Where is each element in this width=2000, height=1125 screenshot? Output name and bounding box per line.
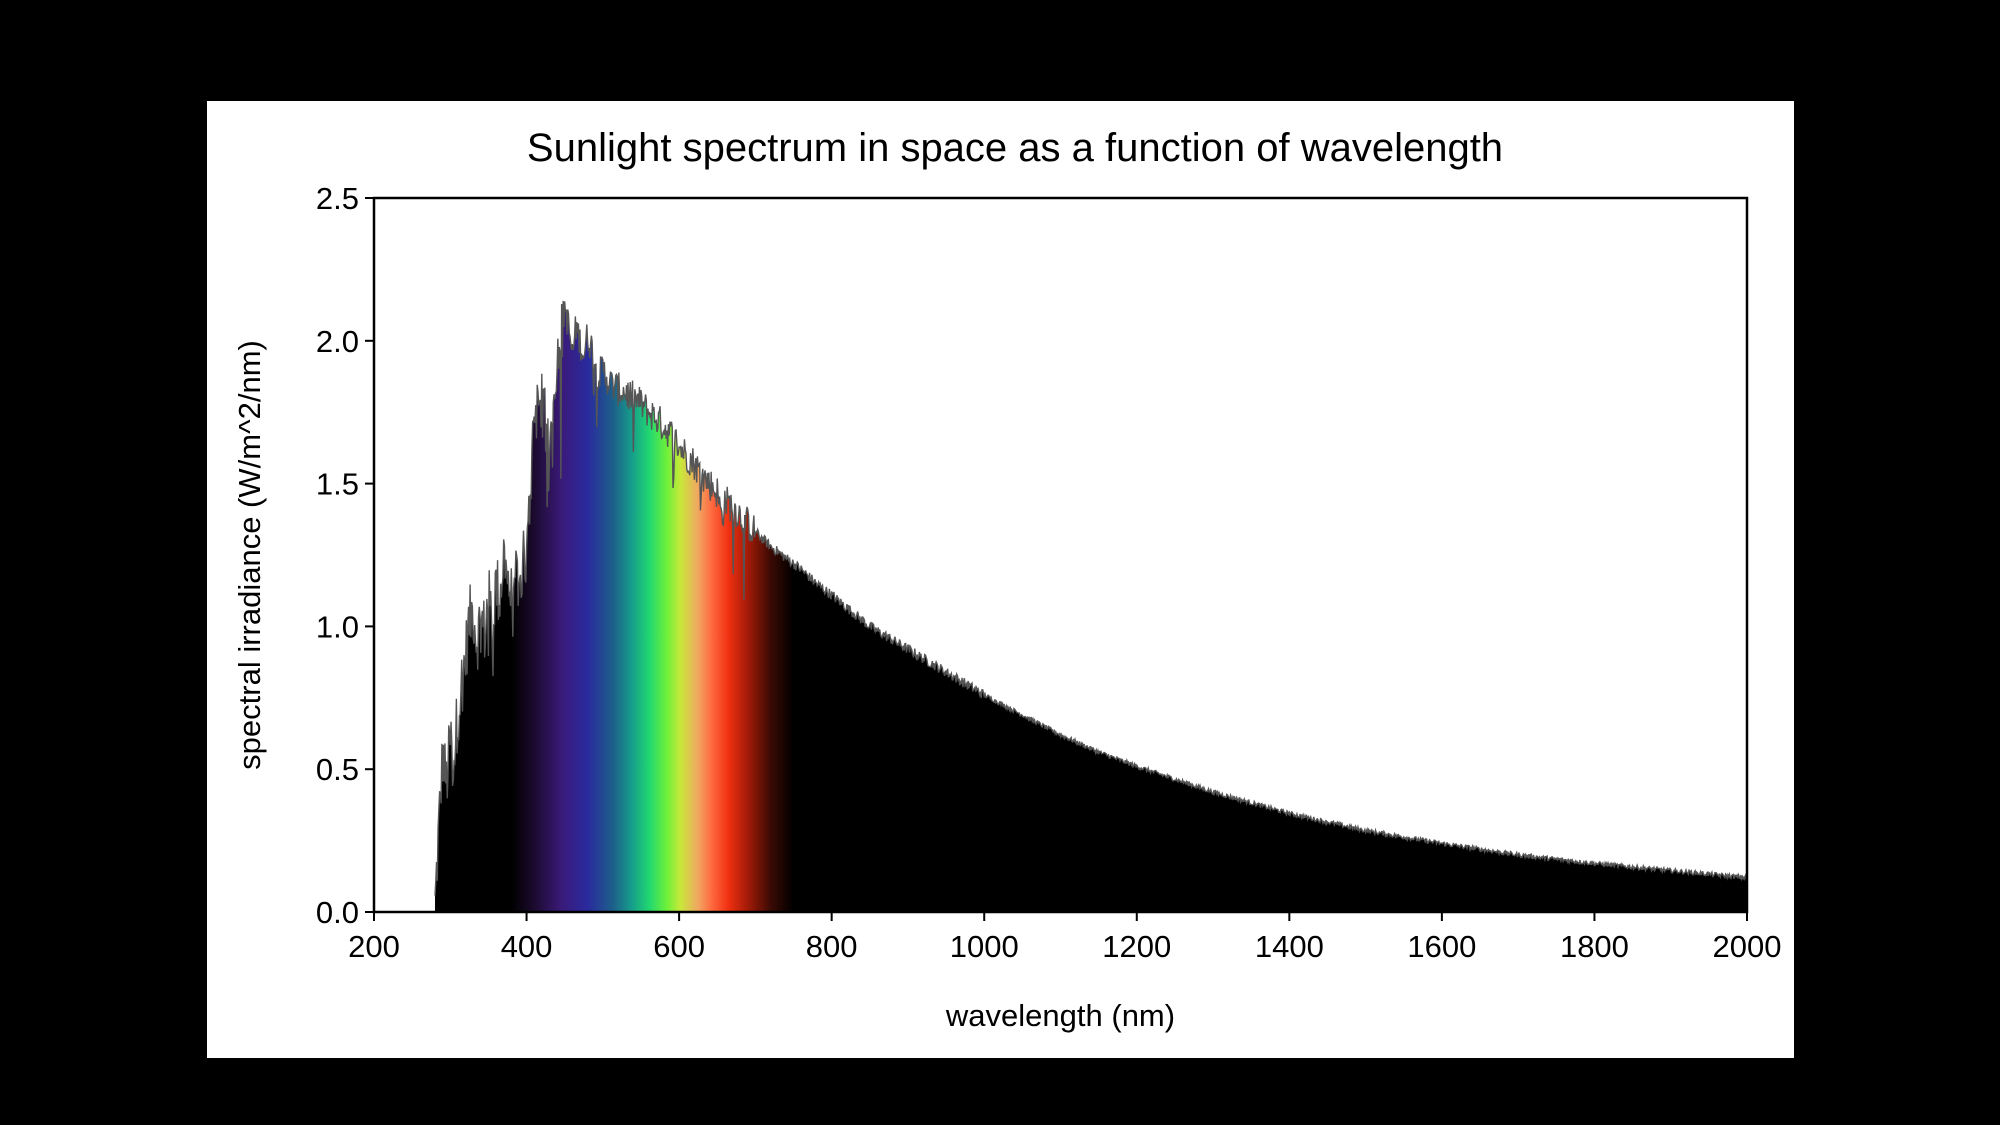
y-tick-label: 1.5 <box>316 467 359 502</box>
y-tick-label: 2.5 <box>316 181 359 216</box>
x-tick-label: 800 <box>806 929 858 964</box>
x-axis-label: wavelength (nm) <box>945 998 1175 1033</box>
y-axis: 0.0 0.5 1.0 1.5 2.0 2.5 <box>316 181 374 930</box>
visible-band-area <box>511 300 794 912</box>
x-tick-label: 1400 <box>1255 929 1324 964</box>
x-tick-label: 400 <box>501 929 553 964</box>
spectrum-outline <box>434 300 1747 896</box>
x-axis: 200 400 600 800 1000 1200 1400 1600 1800 2000 <box>348 912 1781 964</box>
y-tick-label: 1.0 <box>316 609 359 644</box>
y-tick-label: 0.0 <box>316 895 359 930</box>
y-axis-label: spectral irradiance (W/m^2/nm) <box>232 340 267 770</box>
x-tick-label: 200 <box>348 929 400 964</box>
x-tick-label: 1800 <box>1560 929 1629 964</box>
x-tick-label: 1600 <box>1407 929 1476 964</box>
y-tick-label: 2.0 <box>316 324 359 359</box>
plot-frame <box>372 196 1749 914</box>
plot-area <box>434 300 1747 912</box>
x-tick-label: 1000 <box>950 929 1019 964</box>
chart-svg: Sunlight spectrum in space as a function… <box>232 126 1781 1033</box>
chart-panel: Sunlight spectrum in space as a function… <box>207 101 1794 1058</box>
x-tick-label: 600 <box>653 929 705 964</box>
x-tick-label: 1200 <box>1102 929 1171 964</box>
chart-title: Sunlight spectrum in space as a function… <box>527 126 1503 170</box>
y-tick-label: 0.5 <box>316 752 359 787</box>
x-tick-label: 2000 <box>1713 929 1782 964</box>
